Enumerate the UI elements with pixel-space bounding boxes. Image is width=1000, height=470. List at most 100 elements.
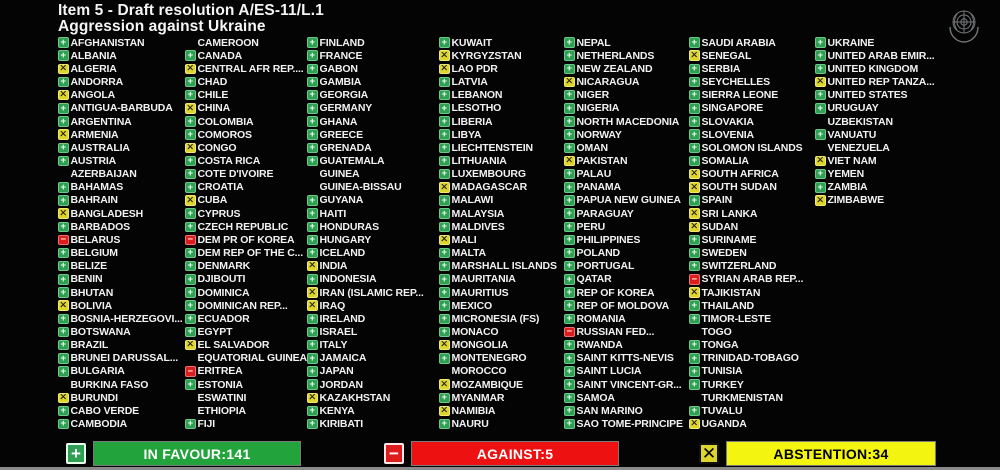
country-row: BURKINA FASO [58,378,185,391]
country-name: EQUATORIAL GUINEA [197,352,308,365]
country-name: CENTRAL AFR REP.... [197,62,304,75]
country-name: SAINT LUCIA [576,365,642,378]
country-name: EL SALVADOR [197,339,270,352]
country-name: CHILE [197,89,229,102]
un-emblem-logo [949,10,979,43]
in-favour-icon: + [439,313,450,325]
country-row: + TONGA [689,339,815,352]
country-row: + UKRAINE [815,36,965,49]
in-favour-icon: + [307,379,318,390]
abstention-icon: ✕ [689,168,700,180]
country-name: IRAQ [319,299,346,312]
country-name: MALTA [451,247,487,260]
country-name: MONACO [451,326,499,339]
country-name: LEBANON [451,89,503,102]
country-name: SAINT KITTS-NEVIS [576,352,674,365]
vote-summary-footer: + IN FAVOUR:141 − AGAINST:5 ✕ ABSTENTION… [0,438,1000,467]
country-name: DOMINICAN REP... [197,299,288,312]
country-name: NEW ZEALAND [576,62,653,75]
in-favour-icon: + [689,366,700,377]
country-name: GUYANA [319,194,364,207]
in-favour-icon: + [689,89,700,101]
country-column: + NEPAL + NETHERLANDS + NEW ZEALAND ✕ NICARAGUA… [564,36,689,431]
country-name: UKRAINE [827,36,875,49]
country-name: BOLIVIA [70,299,113,312]
country-name: VANUATU [827,128,877,141]
abstention-icon: ✕ [439,49,450,61]
country-row: + BULGARIA [58,365,185,378]
country-row: ✕ KAZAKHSTAN [307,391,439,404]
country-row: + NEW ZEALAND [564,62,689,75]
bottom-divider [0,467,1000,470]
abstention-icon: ✕ [439,378,450,390]
country-row: + MYANMAR [439,391,564,404]
in-favour-icon: + [185,379,196,390]
country-name: ALBANIA [70,49,117,62]
country-row: + ANDORRA [58,75,185,88]
country-name: SWITZERLAND [701,260,777,273]
country-name: ICELAND [319,247,366,260]
in-favour-icon: + [307,234,318,246]
country-name: BELIZE [70,260,108,273]
country-name: HUNGARY [319,233,372,246]
country-row: + TURKEY [689,378,815,391]
country-name: DEM PR OF KOREA [197,233,295,246]
country-name: MEXICO [451,299,493,312]
in-favour-icon: + [564,405,575,417]
country-row: + DEM REP OF THE C... [185,247,307,260]
country-name: RWANDA [576,339,623,352]
country-name: CHAD [197,76,228,89]
in-favour-icon: + [815,37,826,48]
country-row: + COMOROS [185,128,307,141]
against-icon: − [564,326,575,338]
in-favour-icon: + [58,247,69,259]
country-name: TUVALU [701,404,743,417]
country-name: CANADA [197,49,243,62]
in-favour-icon: + [185,129,196,140]
country-row: − BELARUS [58,233,185,246]
country-row: − ERITREA [185,365,307,378]
in-favour-icon: + [439,116,450,127]
country-row: + CHILE [185,89,307,102]
country-name: NIGER [576,89,610,102]
in-favour-icon: + [689,155,700,167]
country-name: SEYCHELLES [701,76,771,89]
country-row: + SOLOMON ISLANDS [689,141,815,154]
country-row: + GRENADA [307,141,439,154]
country-name: ITALY [319,339,348,352]
in-favour-icon: + [185,260,196,272]
no-vote-placeholder [689,393,700,404]
country-name: GUINEA [319,168,360,181]
country-name: TUNISIA [701,365,743,378]
in-favour-icon: + [564,260,575,272]
in-favour-icon: + [58,221,69,233]
in-favour-icon: + [564,221,575,233]
in-favour-icon: + [307,195,318,206]
country-row: + SIERRA LEONE [689,89,815,102]
against-icon: − [58,234,69,246]
country-row: + MALTA [439,247,564,260]
country-name: SAN MARINO [576,404,643,417]
country-name: THAILAND [701,299,755,312]
country-name: GUATEMALA [319,154,385,167]
country-row: + ZAMBIA [815,181,965,194]
country-name: BANGLADESH [70,207,144,220]
country-name: BURKINA FASO [70,378,149,391]
country-name: PAKISTAN [576,154,628,167]
in-favour-icon: + [185,274,196,285]
country-row: ✕ MONGOLIA [439,339,564,352]
country-name: ECUADOR [197,312,250,325]
country-name: MALAWI [451,194,494,207]
in-favour-icon: + [185,168,196,180]
abstention-icon: ✕ [58,299,69,311]
against-icon: − [185,234,196,246]
in-favour-icon: + [689,313,700,325]
in-favour-icon: + [815,129,826,140]
country-name: MICRONESIA (FS) [451,312,540,325]
country-name: UGANDA [701,418,747,431]
country-name: NIGERIA [576,102,620,115]
in-favour-icon: + [689,116,700,127]
country-row: + JORDAN [307,378,439,391]
country-row: + SOMALIA [689,154,815,167]
